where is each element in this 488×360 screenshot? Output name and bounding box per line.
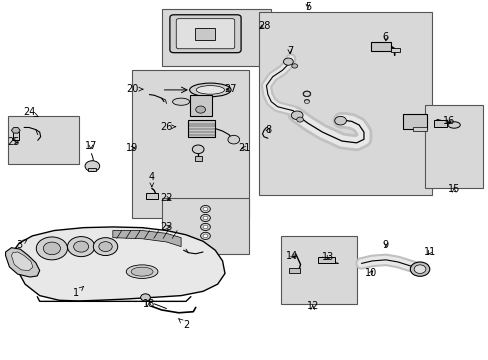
Bar — [402, 114, 427, 129]
Text: 27: 27 — [224, 84, 237, 94]
Circle shape — [200, 215, 210, 221]
Text: 7: 7 — [286, 46, 292, 56]
Text: 1: 1 — [73, 287, 83, 298]
Circle shape — [304, 99, 309, 103]
Circle shape — [413, 265, 425, 274]
Polygon shape — [11, 252, 33, 271]
Bar — [289, 269, 300, 274]
Text: 11: 11 — [423, 247, 435, 257]
Polygon shape — [13, 227, 224, 301]
Bar — [259, 12, 431, 195]
Circle shape — [203, 225, 207, 229]
Circle shape — [85, 161, 100, 171]
Bar — [88, 167, 96, 171]
Bar — [412, 127, 427, 131]
Bar — [161, 9, 271, 66]
Text: 19: 19 — [126, 143, 138, 153]
Text: 3: 3 — [16, 240, 27, 250]
Circle shape — [200, 232, 210, 239]
Circle shape — [192, 145, 203, 154]
Text: 20: 20 — [126, 84, 142, 94]
Circle shape — [283, 58, 293, 65]
Circle shape — [303, 91, 310, 97]
Circle shape — [304, 100, 309, 104]
Circle shape — [99, 242, 112, 252]
Text: 16: 16 — [442, 116, 454, 126]
Text: 25: 25 — [8, 138, 20, 148]
Bar — [132, 69, 249, 218]
Ellipse shape — [131, 267, 153, 276]
Circle shape — [200, 206, 210, 213]
Text: 2: 2 — [179, 319, 189, 330]
Ellipse shape — [172, 98, 189, 105]
Bar — [146, 193, 158, 199]
Ellipse shape — [196, 86, 224, 94]
Text: 17: 17 — [84, 141, 97, 152]
Ellipse shape — [447, 122, 459, 128]
Text: 24: 24 — [23, 107, 38, 117]
Circle shape — [291, 64, 297, 68]
FancyBboxPatch shape — [169, 15, 241, 53]
Bar — [194, 28, 215, 40]
Bar — [317, 257, 334, 264]
Circle shape — [203, 207, 207, 211]
Circle shape — [141, 294, 150, 301]
Circle shape — [74, 241, 88, 252]
Circle shape — [203, 234, 207, 238]
Circle shape — [291, 111, 303, 120]
Polygon shape — [5, 248, 40, 277]
Bar — [188, 120, 215, 138]
Text: 18: 18 — [143, 299, 155, 309]
Bar — [13, 132, 19, 140]
Text: 5: 5 — [304, 2, 310, 12]
Circle shape — [67, 237, 95, 257]
Bar — [161, 198, 249, 254]
Bar — [370, 42, 390, 51]
Bar — [189, 95, 211, 116]
Bar — [8, 116, 79, 164]
Text: 14: 14 — [285, 251, 298, 261]
Circle shape — [227, 135, 239, 144]
FancyBboxPatch shape — [176, 19, 234, 49]
Text: 9: 9 — [382, 240, 388, 250]
Circle shape — [334, 116, 346, 125]
Circle shape — [43, 242, 61, 255]
Text: 23: 23 — [160, 222, 172, 232]
Circle shape — [203, 216, 207, 220]
Bar — [194, 157, 201, 161]
Circle shape — [200, 223, 210, 230]
Text: 13: 13 — [322, 252, 334, 262]
Text: 4: 4 — [148, 172, 155, 187]
Text: 21: 21 — [238, 143, 250, 153]
Bar — [281, 236, 356, 304]
Circle shape — [195, 106, 205, 113]
Polygon shape — [113, 230, 181, 247]
Text: 8: 8 — [265, 125, 271, 135]
Text: 15: 15 — [447, 184, 459, 194]
Circle shape — [409, 262, 429, 276]
Text: 22: 22 — [160, 193, 172, 203]
Text: 28: 28 — [257, 21, 270, 31]
Text: 26: 26 — [160, 122, 175, 132]
Circle shape — [93, 238, 118, 256]
Bar — [390, 48, 399, 52]
Circle shape — [303, 91, 310, 96]
Bar — [433, 120, 447, 127]
Ellipse shape — [189, 83, 231, 97]
Bar — [424, 105, 483, 188]
Text: 6: 6 — [382, 32, 388, 42]
Text: 12: 12 — [306, 301, 318, 311]
Ellipse shape — [126, 265, 158, 278]
Circle shape — [36, 237, 67, 260]
Circle shape — [296, 117, 303, 122]
Text: 10: 10 — [365, 268, 377, 278]
